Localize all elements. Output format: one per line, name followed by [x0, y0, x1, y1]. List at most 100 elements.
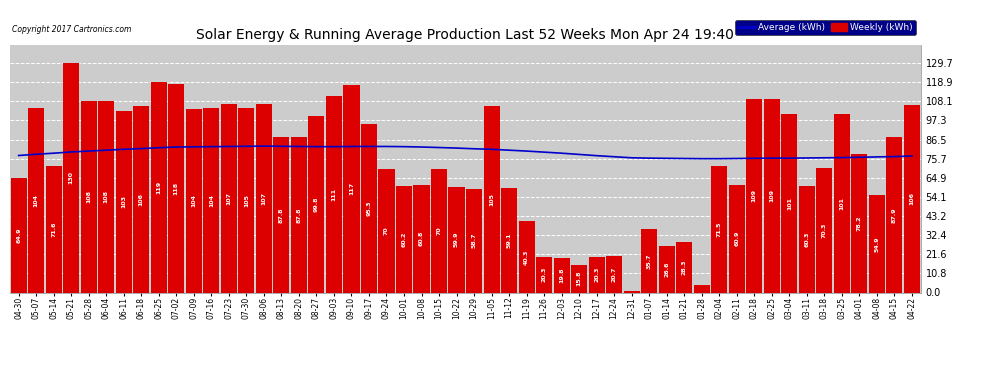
Bar [431, 169, 447, 292]
Bar [291, 137, 307, 292]
Bar [344, 85, 359, 292]
Bar [221, 104, 237, 292]
Text: 101: 101 [840, 196, 844, 210]
Text: 20.3: 20.3 [542, 267, 546, 282]
Text: 20.7: 20.7 [612, 267, 617, 282]
Text: 119: 119 [156, 181, 161, 194]
Bar [729, 185, 744, 292]
Bar [239, 108, 254, 292]
Bar [817, 168, 833, 292]
Text: 105: 105 [489, 193, 494, 206]
Text: 15.8: 15.8 [576, 271, 582, 286]
Bar [186, 109, 202, 292]
Text: 71.6: 71.6 [51, 222, 56, 237]
Bar [711, 166, 728, 292]
Bar [63, 63, 79, 292]
Bar [255, 104, 272, 292]
Bar [378, 169, 395, 292]
Text: 54.9: 54.9 [874, 236, 879, 252]
Bar [361, 124, 377, 292]
Text: 118: 118 [174, 182, 179, 195]
Text: 20.3: 20.3 [594, 267, 599, 282]
Text: 130: 130 [68, 171, 73, 184]
Text: 117: 117 [348, 182, 354, 195]
Text: 109: 109 [751, 189, 756, 202]
Bar [116, 111, 132, 292]
Text: 106: 106 [139, 193, 144, 206]
Text: 60.3: 60.3 [804, 231, 810, 247]
Bar [886, 137, 903, 292]
Bar [763, 99, 780, 292]
Legend: Average (kWh), Weekly (kWh): Average (kWh), Weekly (kWh) [736, 20, 916, 35]
Text: 108: 108 [104, 190, 109, 203]
Text: 87.9: 87.9 [892, 207, 897, 222]
Bar [519, 221, 535, 292]
Bar [134, 106, 149, 292]
Text: 95.3: 95.3 [366, 201, 371, 216]
Text: 26.6: 26.6 [664, 261, 669, 277]
Text: 104: 104 [34, 194, 39, 207]
Bar [168, 84, 184, 292]
Text: 87.8: 87.8 [296, 207, 301, 223]
Title: Solar Energy & Running Average Production Last 52 Weeks Mon Apr 24 19:40: Solar Energy & Running Average Productio… [196, 28, 735, 42]
Bar [676, 243, 692, 292]
Bar [624, 291, 640, 292]
Text: 71.5: 71.5 [717, 222, 722, 237]
Bar [606, 256, 623, 292]
Bar [501, 188, 517, 292]
Bar [448, 186, 464, 292]
Text: 28.3: 28.3 [682, 260, 687, 275]
Text: 70: 70 [384, 226, 389, 235]
Text: 59.1: 59.1 [507, 232, 512, 248]
Bar [98, 101, 114, 292]
Text: 111: 111 [332, 188, 337, 201]
Bar [834, 114, 850, 292]
Bar [694, 285, 710, 292]
Text: 101: 101 [787, 196, 792, 210]
Bar [658, 246, 675, 292]
Bar [80, 101, 97, 292]
Bar [326, 96, 342, 292]
Text: 104: 104 [191, 194, 196, 207]
Text: 103: 103 [121, 195, 127, 208]
Bar [851, 154, 867, 292]
Bar [150, 82, 167, 292]
Bar [746, 99, 762, 292]
Text: 104: 104 [209, 194, 214, 207]
Text: 105: 105 [244, 194, 248, 207]
Bar [536, 256, 552, 292]
Text: 109: 109 [769, 189, 774, 202]
Text: 64.9: 64.9 [16, 227, 21, 243]
Text: 78.2: 78.2 [857, 216, 862, 231]
Text: 35.7: 35.7 [646, 253, 651, 268]
Text: Copyright 2017 Cartronics.com: Copyright 2017 Cartronics.com [12, 25, 132, 34]
Bar [589, 256, 605, 292]
Bar [46, 166, 61, 292]
Text: 58.7: 58.7 [471, 233, 476, 248]
Text: 106: 106 [910, 192, 915, 205]
Bar [869, 195, 885, 292]
Text: 60.8: 60.8 [419, 231, 424, 246]
Text: 107: 107 [261, 192, 266, 205]
Bar [203, 108, 220, 292]
Text: 40.3: 40.3 [524, 249, 529, 264]
Bar [642, 230, 657, 292]
Text: 19.8: 19.8 [559, 267, 564, 283]
Bar [28, 108, 45, 292]
Text: 59.9: 59.9 [454, 232, 459, 247]
Bar [414, 185, 430, 292]
Bar [273, 137, 289, 292]
Text: 99.8: 99.8 [314, 196, 319, 212]
Bar [11, 178, 27, 292]
Text: 108: 108 [86, 190, 91, 203]
Text: 87.8: 87.8 [279, 207, 284, 223]
Bar [799, 186, 815, 292]
Text: 107: 107 [227, 192, 232, 205]
Bar [553, 258, 569, 292]
Text: 70: 70 [437, 226, 442, 235]
Bar [781, 114, 797, 292]
Bar [904, 105, 920, 292]
Bar [466, 189, 482, 292]
Text: 60.9: 60.9 [735, 231, 740, 246]
Bar [483, 106, 500, 292]
